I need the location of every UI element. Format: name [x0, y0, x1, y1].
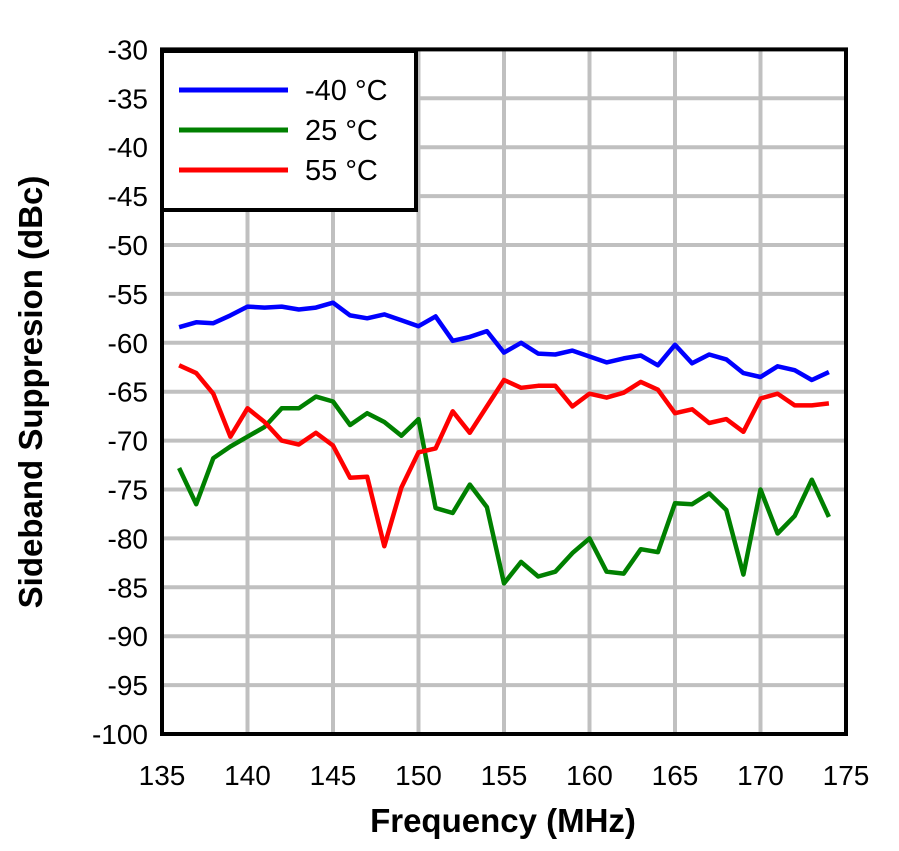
x-axis-ticks: 135 140 145 150 155 160 165 170 175 [139, 760, 870, 791]
y-tick-label: -35 [108, 83, 148, 114]
y-axis-ticks: -30 -35 -40 -45 -50 -55 -60 -65 -70 -75 -80 -85 -90 -… [92, 34, 148, 750]
y-tick-label: -95 [108, 670, 148, 701]
y-tick-label: -45 [108, 181, 148, 212]
x-axis-title: Frequency (MHz) [370, 802, 636, 839]
x-tick-label: 165 [652, 760, 699, 791]
series-line [178, 363, 830, 549]
y-tick-label: -60 [108, 328, 148, 359]
y-tick-label: -85 [108, 572, 148, 603]
y-axis-title: Sideband Suppresion (dBc) [12, 176, 49, 609]
y-tick-label: -70 [108, 426, 148, 457]
y-tick-label: -90 [108, 621, 148, 652]
x-tick-label: 155 [481, 760, 528, 791]
x-tick-label: 145 [310, 760, 357, 791]
y-tick-label: -80 [108, 523, 148, 554]
y-tick-label: -75 [108, 475, 148, 506]
y-tick-label: -50 [108, 230, 148, 261]
data-series [177, 300, 831, 586]
x-tick-label: 170 [737, 760, 784, 791]
legend-label: -40 °C [305, 75, 388, 107]
x-tick-label: 140 [224, 760, 271, 791]
legend: -40 °C 25 °C 55 °C [160, 49, 418, 212]
grid-lines [162, 49, 846, 734]
y-tick-label: -30 [108, 34, 148, 65]
y-tick-label: -100 [92, 719, 148, 750]
series-line [178, 300, 830, 383]
legend-label: 25 °C [305, 115, 378, 147]
legend-label: 55 °C [305, 155, 378, 187]
x-tick-label: 160 [566, 760, 613, 791]
y-tick-label: -40 [108, 132, 148, 163]
y-tick-label: -55 [108, 279, 148, 310]
series-line [177, 394, 831, 586]
plot-frame [160, 47, 848, 736]
y-tick-label: -65 [108, 377, 148, 408]
x-tick-label: 150 [395, 760, 442, 791]
x-tick-label: 175 [823, 760, 870, 791]
x-tick-label: 135 [139, 760, 186, 791]
